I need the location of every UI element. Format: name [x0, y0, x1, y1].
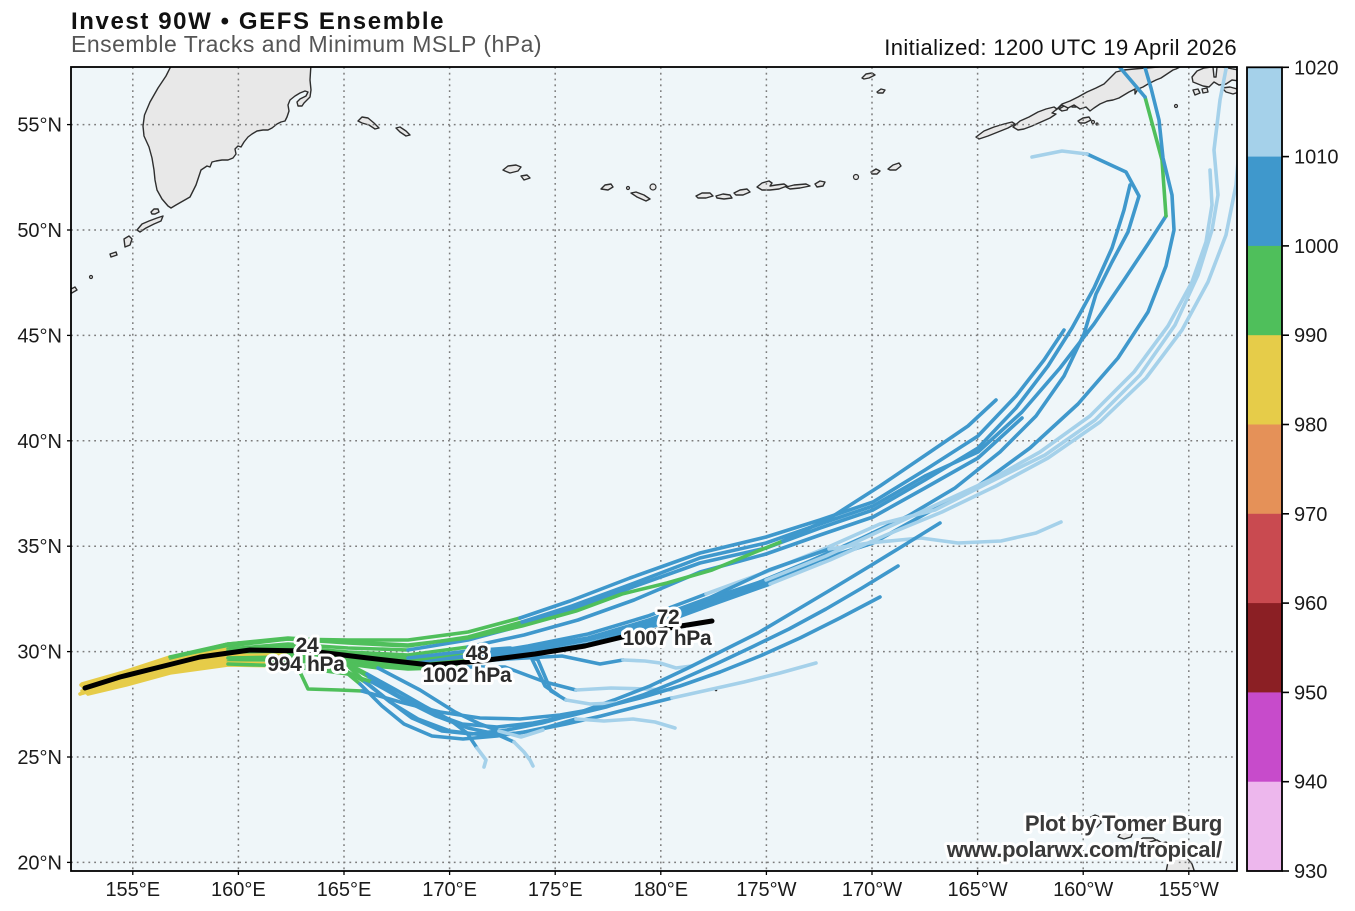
svg-text:990: 990 — [1294, 325, 1327, 347]
svg-text:30°N: 30°N — [17, 642, 62, 664]
svg-text:170°E: 170°E — [422, 879, 477, 901]
svg-text:www.polarwx.com/tropical/: www.polarwx.com/tropical/ — [946, 837, 1222, 862]
svg-text:35°N: 35°N — [17, 536, 62, 558]
svg-text:48: 48 — [466, 642, 489, 665]
svg-text:970: 970 — [1294, 504, 1327, 526]
svg-text:45°N: 45°N — [17, 325, 62, 347]
svg-text:1002 hPa: 1002 hPa — [423, 664, 512, 687]
svg-text:Initialized: 1200 UTC 19 April: Initialized: 1200 UTC 19 April 2026 — [884, 35, 1237, 60]
svg-text:55°N: 55°N — [17, 115, 62, 137]
svg-text:72: 72 — [657, 606, 680, 629]
svg-text:1020: 1020 — [1294, 57, 1339, 79]
svg-text:960: 960 — [1294, 593, 1327, 615]
svg-text:20°N: 20°N — [17, 852, 62, 874]
svg-text:175°E: 175°E — [528, 879, 583, 901]
svg-text:1000: 1000 — [1294, 236, 1339, 258]
svg-text:24: 24 — [296, 634, 319, 657]
svg-text:Invest 90W • GEFS Ensemble: Invest 90W • GEFS Ensemble — [71, 8, 445, 35]
svg-text:170°W: 170°W — [842, 879, 902, 901]
svg-text:155°W: 155°W — [1159, 879, 1219, 901]
svg-text:165°W: 165°W — [947, 879, 1007, 901]
svg-text:160°W: 160°W — [1053, 879, 1113, 901]
svg-text:40°N: 40°N — [17, 431, 62, 453]
svg-text:930: 930 — [1294, 861, 1327, 883]
svg-text:Plot by Tomer Burg: Plot by Tomer Burg — [1025, 811, 1222, 836]
svg-text:25°N: 25°N — [17, 747, 62, 769]
svg-text:180°E: 180°E — [633, 879, 688, 901]
svg-text:Ensemble Tracks and Minimum MS: Ensemble Tracks and Minimum MSLP (hPa) — [71, 31, 542, 57]
svg-text:950: 950 — [1294, 682, 1327, 704]
svg-text:980: 980 — [1294, 415, 1327, 437]
svg-text:1010: 1010 — [1294, 147, 1339, 169]
svg-text:160°E: 160°E — [211, 879, 266, 901]
svg-text:940: 940 — [1294, 772, 1327, 794]
svg-text:175°W: 175°W — [736, 879, 796, 901]
svg-text:155°E: 155°E — [105, 879, 160, 901]
svg-text:1007 hPa: 1007 hPa — [623, 627, 712, 650]
svg-text:165°E: 165°E — [317, 879, 372, 901]
svg-text:50°N: 50°N — [17, 220, 62, 242]
svg-text:994 hPa: 994 hPa — [267, 653, 345, 676]
